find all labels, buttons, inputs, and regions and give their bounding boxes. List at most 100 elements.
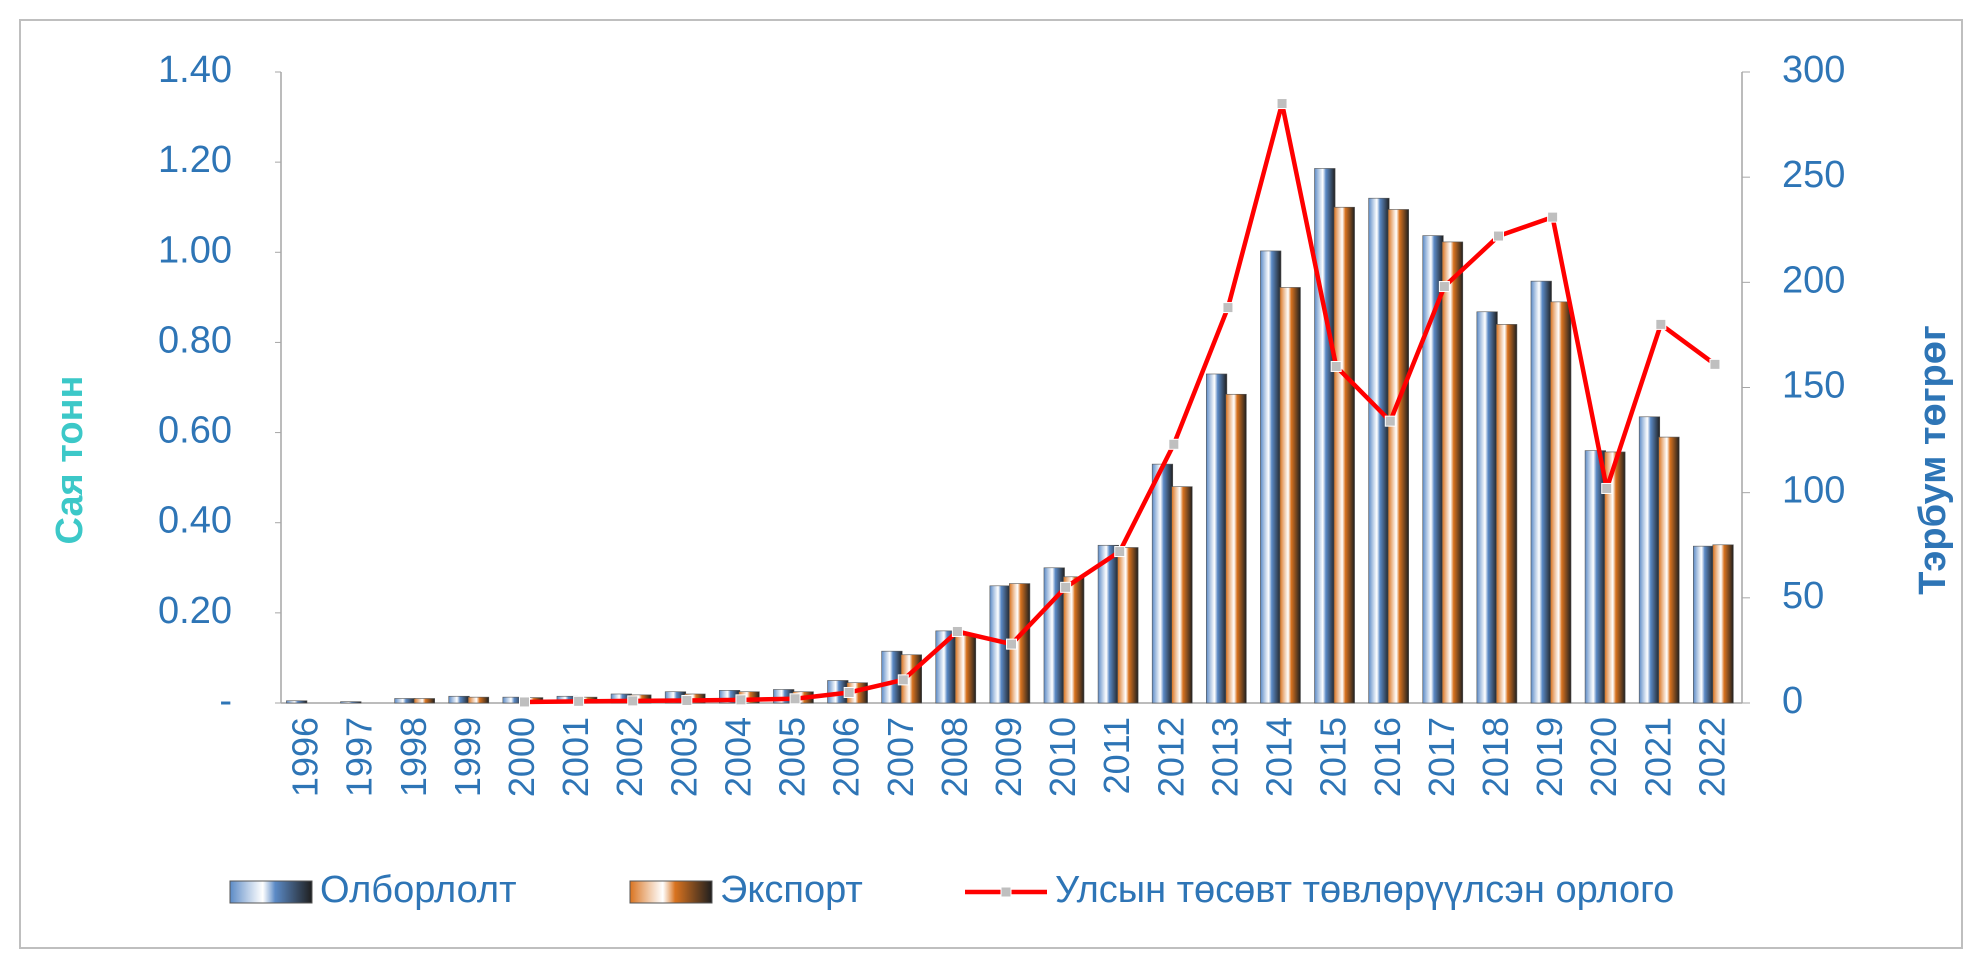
line-marker — [573, 695, 585, 707]
bar — [1368, 197, 1390, 704]
x-tick-label: 2004 — [717, 717, 758, 797]
line-marker — [789, 693, 801, 705]
line-marker — [1438, 281, 1450, 293]
line-marker — [951, 625, 963, 637]
x-tick-label: 2002 — [609, 717, 650, 797]
y2-tick-label: 50 — [1782, 575, 1824, 617]
line-marker — [681, 694, 693, 706]
line-marker — [1276, 98, 1288, 110]
x-tick-label: 2017 — [1421, 717, 1462, 797]
bar — [1422, 235, 1444, 704]
y-tick-label: 0.20 — [158, 590, 232, 632]
x-tick-label: 2008 — [934, 717, 975, 797]
x-tick-label: 2014 — [1259, 717, 1300, 797]
x-tick-label: 1997 — [339, 717, 380, 797]
line-marker — [1709, 358, 1721, 370]
bar — [413, 698, 435, 704]
x-tick-label: 2013 — [1204, 717, 1245, 797]
x-tick-label: 2001 — [555, 717, 596, 797]
bar — [394, 698, 416, 704]
y-tick-label: 1.40 — [158, 49, 232, 91]
bar — [1387, 209, 1409, 704]
y2-axis-title: Тэрбум төгрөг — [1912, 325, 1954, 595]
y-tick-label: 0.80 — [158, 319, 232, 361]
x-tick-label: 2022 — [1691, 717, 1732, 797]
y-tick-label: 1.00 — [158, 229, 232, 271]
line-marker — [1060, 581, 1072, 593]
x-tick-label: 2010 — [1042, 717, 1083, 797]
legend-label: Олборлолт — [320, 869, 517, 911]
x-tick-label: 2019 — [1529, 717, 1570, 797]
x-tick-label: 1999 — [447, 717, 488, 797]
bar — [1333, 206, 1355, 704]
bar — [1530, 280, 1552, 704]
line-marker — [1493, 230, 1504, 242]
chart-frame — [19, 19, 1963, 949]
y2-tick-label: 300 — [1782, 49, 1845, 91]
bar — [467, 696, 490, 704]
x-tick-label: 2018 — [1475, 717, 1516, 797]
y2-tick-label: 150 — [1782, 365, 1845, 407]
x-tick-label: 2005 — [772, 717, 813, 797]
legend-swatch — [629, 880, 713, 904]
x-tick-label: 2021 — [1637, 717, 1678, 797]
legend-swatch — [229, 880, 313, 904]
bar — [286, 700, 308, 704]
bar — [1604, 451, 1626, 704]
line-marker — [1222, 302, 1234, 314]
bar — [1693, 545, 1715, 704]
line-marker — [1114, 546, 1126, 558]
y-tick-label: - — [219, 680, 232, 722]
y2-tick-label: 100 — [1782, 470, 1845, 512]
line-marker — [735, 694, 747, 706]
line-marker — [627, 695, 639, 707]
bar — [954, 635, 977, 704]
line-marker — [1384, 415, 1396, 427]
bar — [1097, 544, 1119, 704]
x-tick-label: 2006 — [826, 717, 867, 797]
x-tick-label: 2003 — [663, 717, 704, 797]
x-tick-label: 2015 — [1313, 717, 1354, 797]
y-tick-label: 1.20 — [158, 139, 232, 181]
bar — [1476, 311, 1498, 704]
y2-tick-label: 250 — [1782, 154, 1845, 196]
bar — [1496, 324, 1518, 704]
bar — [1441, 241, 1464, 704]
x-tick-label: 2009 — [988, 717, 1029, 797]
bar — [1638, 416, 1661, 704]
bar — [1225, 393, 1247, 704]
bar — [1279, 287, 1301, 704]
line-marker — [1006, 638, 1017, 650]
y-axis-title: Сая тонн — [49, 376, 91, 545]
x-tick-label: 2011 — [1096, 717, 1137, 794]
bar — [1063, 576, 1085, 704]
line-marker — [843, 686, 855, 698]
x-tick-label: 1996 — [285, 717, 326, 797]
line-marker — [1655, 318, 1667, 330]
bar — [340, 701, 362, 704]
bar — [1171, 486, 1193, 704]
line-marker — [1330, 360, 1342, 372]
x-tick-label: 2012 — [1150, 717, 1191, 797]
bar — [1550, 301, 1572, 704]
line-marker — [519, 696, 530, 708]
bar — [1151, 463, 1174, 704]
y-tick-label: 0.40 — [158, 500, 232, 542]
y-tick-label: 0.60 — [158, 410, 232, 452]
x-tick-label: 1998 — [393, 717, 434, 797]
x-tick-label: 2020 — [1583, 717, 1624, 797]
legend-label: Экспорт — [720, 869, 863, 911]
line-marker — [1547, 211, 1559, 223]
bar — [1314, 168, 1336, 704]
bar — [1260, 250, 1282, 704]
x-tick-label: 2007 — [880, 717, 921, 797]
x-tick-label: 2000 — [501, 717, 542, 797]
legend-swatch-marker — [1000, 886, 1012, 898]
bar — [1658, 436, 1680, 704]
line-marker — [1601, 482, 1613, 494]
bar — [448, 695, 470, 704]
x-tick-label: 2016 — [1367, 717, 1408, 797]
line-marker — [897, 674, 909, 686]
bar — [1712, 544, 1734, 704]
